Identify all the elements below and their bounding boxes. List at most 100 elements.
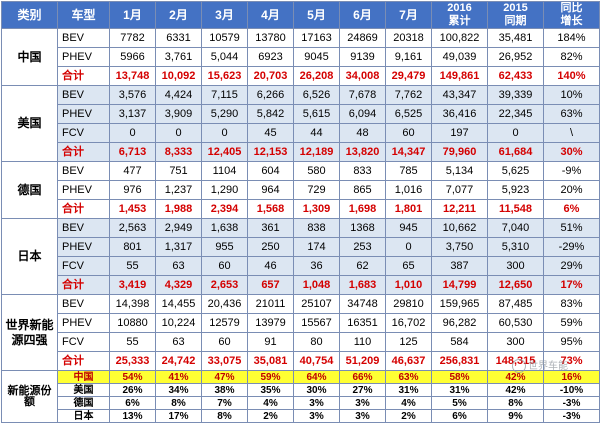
value-cell: 26,208: [293, 66, 340, 86]
value-cell: 6331: [155, 28, 202, 48]
value-cell: 1104: [201, 161, 248, 181]
region-cell: 日本: [1, 218, 58, 295]
value-cell: 14,347: [385, 142, 432, 162]
value-cell: 12,189: [293, 142, 340, 162]
share-value-cell: 17%: [155, 409, 202, 423]
value-cell: 3,576: [109, 85, 156, 105]
type-cell: PHEV: [57, 104, 110, 124]
header-month: 6月: [339, 1, 386, 29]
type-cell: FCV: [57, 123, 110, 143]
header-row: 类别 车型 1月 2月 3月 4月 5月 6月 7月 2016 累计 2015 同期…: [1, 1, 600, 29]
value-cell: 387: [431, 256, 488, 276]
header-growth-top: 同比: [560, 2, 583, 15]
value-cell: 945: [385, 218, 432, 238]
value-cell: 60: [201, 332, 248, 352]
value-cell: 79,960: [431, 142, 488, 162]
value-cell: 13,748: [109, 66, 156, 86]
value-cell: 9,161: [385, 47, 432, 67]
value-cell: 46,637: [385, 351, 432, 371]
value-cell: 9139: [339, 47, 386, 67]
share-region-cell: 新能源份额: [1, 370, 58, 423]
table-row: 世界新能源四强 BEV 14,398 14,455 20,436 21011 25107 34…: [1, 294, 600, 371]
value-cell: 197: [431, 123, 488, 143]
value-cell: 20318: [385, 28, 432, 48]
total-row: 合计 25,333 24,742 33,075 35,081 40,754 51,209 46…: [2, 351, 600, 371]
type-cell: 合计: [57, 142, 110, 162]
value-cell: 6923: [247, 47, 294, 67]
value-cell: 1,683: [339, 275, 386, 295]
value-cell: 62,433: [487, 66, 544, 86]
share-value-cell: 27%: [339, 383, 386, 397]
value-cell: 1368: [339, 218, 386, 238]
value-cell: 14,799: [431, 275, 488, 295]
value-cell: 7,115: [201, 85, 248, 105]
value-cell: 14,455: [155, 294, 202, 314]
share-value-cell: 5%: [431, 396, 488, 410]
value-cell: 35,481: [487, 28, 544, 48]
value-cell: 140%: [543, 66, 600, 86]
value-cell: 36,416: [431, 104, 488, 124]
value-cell: 4,424: [155, 85, 202, 105]
value-cell: 12,153: [247, 142, 294, 162]
value-cell: 63: [155, 332, 202, 352]
value-cell: 9045: [293, 47, 340, 67]
share-value-cell: 6%: [431, 409, 488, 423]
value-cell: 0: [385, 237, 432, 257]
type-cell: PHEV: [57, 313, 110, 333]
value-cell: 12,405: [201, 142, 248, 162]
type-cell: 合计: [57, 66, 110, 86]
value-cell: 3,419: [109, 275, 156, 295]
share-value-cell: 3%: [339, 409, 386, 423]
value-cell: 87,485: [487, 294, 544, 314]
value-cell: 1,698: [339, 199, 386, 219]
value-cell: 15567: [293, 313, 340, 333]
type-cell: BEV: [57, 218, 110, 238]
watermark: 世界车能: [512, 357, 568, 374]
table-row: FCV 55 63 60 91 80 110 125 584 300 95%: [2, 332, 600, 352]
region-cell: 中国: [1, 28, 58, 86]
value-cell: 43,347: [431, 85, 488, 105]
share-value-cell: 3%: [293, 396, 340, 410]
value-cell: 82%: [543, 47, 600, 67]
value-cell: 60: [385, 123, 432, 143]
share-type-cell: 中国: [57, 370, 110, 384]
value-cell: 300: [487, 332, 544, 352]
value-cell: 16,702: [385, 313, 432, 333]
value-cell: 865: [339, 180, 386, 200]
value-cell: 45: [247, 123, 294, 143]
value-cell: 35,081: [247, 351, 294, 371]
value-cell: 12,650: [487, 275, 544, 295]
header-type: 车型: [57, 1, 110, 29]
value-cell: 729: [293, 180, 340, 200]
header-growth: 同比 增长: [543, 1, 600, 29]
region-cell: 世界新能源四强: [1, 294, 58, 371]
value-cell: 5,310: [487, 237, 544, 257]
value-cell: 0: [155, 123, 202, 143]
value-cell: 63: [155, 256, 202, 276]
table-row: PHEV 801 1,317 955 250 174 253 0 3,750 5,310 -29%: [2, 237, 600, 257]
share-value-cell: -3%: [543, 409, 600, 423]
value-cell: 12,211: [431, 199, 488, 219]
header-month: 7月: [385, 1, 432, 29]
value-cell: 6,094: [339, 104, 386, 124]
header-month: 3月: [201, 1, 248, 29]
value-cell: 5,134: [431, 161, 488, 181]
value-cell: 46: [247, 256, 294, 276]
share-value-cell: 54%: [109, 370, 156, 384]
value-cell: 174: [293, 237, 340, 257]
share-value-cell: 30%: [293, 383, 340, 397]
value-cell: 55: [109, 256, 156, 276]
header-growth-sub: 增长: [560, 15, 583, 27]
value-cell: 20,703: [247, 66, 294, 86]
value-cell: 7,040: [487, 218, 544, 238]
value-cell: 1,988: [155, 199, 202, 219]
table-row: 中国 BEV 7782 6331 10579 13780 17163 24869 20318 10…: [1, 28, 600, 86]
share-value-cell: 58%: [431, 370, 488, 384]
value-cell: 11,548: [487, 199, 544, 219]
value-cell: 3,137: [109, 104, 156, 124]
value-cell: 1,801: [385, 199, 432, 219]
value-cell: 65: [385, 256, 432, 276]
value-cell: 256,831: [431, 351, 488, 371]
value-cell: 184%: [543, 28, 600, 48]
value-cell: 21011: [247, 294, 294, 314]
